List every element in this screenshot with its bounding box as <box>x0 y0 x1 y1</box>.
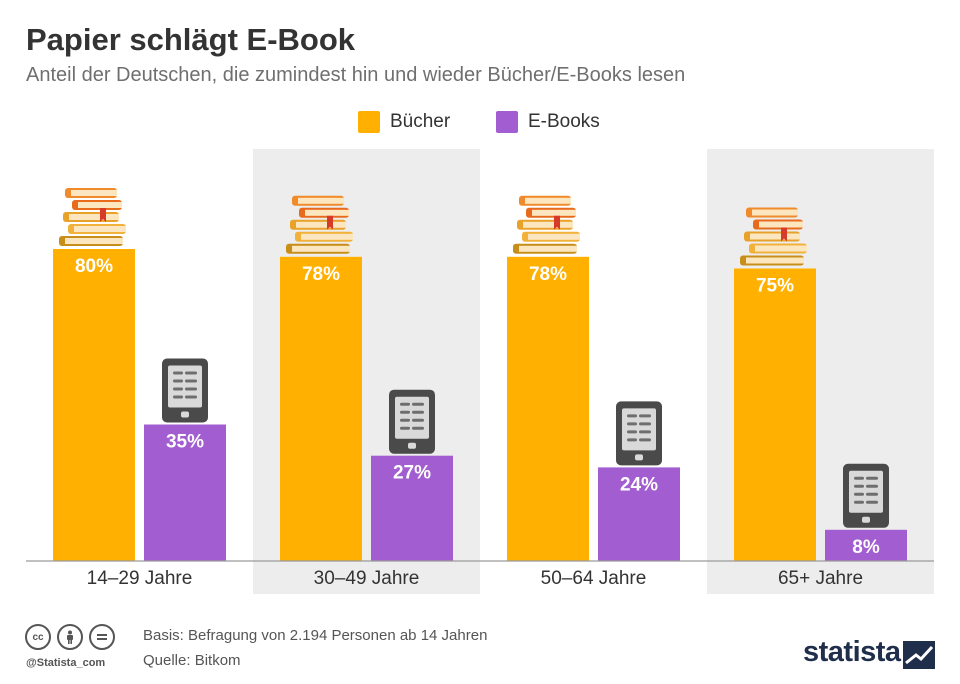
bar-chart: 80% 35% 14–29 Jahre 78% 27% 30–49 Jahre 78% 24%… <box>26 149 934 594</box>
bar-buecher-3 <box>734 268 816 561</box>
data-label-buecher-3: 75% <box>756 276 794 297</box>
ereader-icon <box>616 401 662 466</box>
book-stack-icon <box>286 195 353 254</box>
statista-logo-icon <box>903 641 935 669</box>
by-icon <box>57 624 83 650</box>
bar-buecher-1 <box>280 256 362 561</box>
bar-ebooks-3 <box>825 529 907 561</box>
legend-item-buecher: Bücher <box>358 110 450 134</box>
bar-ebooks-1 <box>371 455 453 561</box>
chart-title: Papier schlägt E-Book <box>26 22 356 57</box>
data-label-ebooks-1: 27% <box>393 463 431 484</box>
bar-ebooks-0 <box>144 424 226 561</box>
book-stack-icon <box>59 188 126 246</box>
legend-item-ebooks: E-Books <box>496 110 600 134</box>
x-tick-label-1: 30–49 Jahre <box>314 568 420 589</box>
license-icons: cc <box>25 624 115 650</box>
data-label-ebooks-2: 24% <box>620 474 658 495</box>
data-label-buecher-1: 78% <box>302 264 340 285</box>
nd-icon <box>89 624 115 650</box>
data-label-ebooks-3: 8% <box>852 537 880 558</box>
data-label-ebooks-0: 35% <box>166 432 204 453</box>
legend-label-buecher: Bücher <box>390 111 451 132</box>
ereader-icon <box>389 389 435 454</box>
bar-buecher-0 <box>53 249 135 561</box>
legend-swatch-ebooks <box>496 111 518 133</box>
bar-ebooks-2 <box>598 467 680 561</box>
book-stack-icon <box>740 207 807 266</box>
ereader-icon <box>843 463 889 528</box>
x-tick-label-0: 14–29 Jahre <box>87 568 193 589</box>
statista-handle: @Statista_com <box>26 657 106 669</box>
cc-icon: cc <box>25 624 51 650</box>
ereader-icon <box>162 358 208 423</box>
data-label-buecher-2: 78% <box>529 264 567 285</box>
book-stack-icon <box>513 195 580 254</box>
chart-subtitle: Anteil der Deutschen, die zumindest hin … <box>26 64 686 86</box>
x-tick-label-2: 50–64 Jahre <box>541 568 647 589</box>
x-tick-label-3: 65+ Jahre <box>778 568 863 589</box>
legend-label-ebooks: E-Books <box>528 111 600 132</box>
data-label-buecher-0: 80% <box>75 256 113 277</box>
source-note: Quelle: Bitkom <box>143 652 241 669</box>
bar-buecher-2 <box>507 256 589 561</box>
basis-note: Basis: Befragung von 2.194 Personen ab 1… <box>143 627 488 644</box>
statista-brand[interactable]: statista <box>803 636 901 668</box>
legend-swatch-buecher <box>358 111 380 133</box>
